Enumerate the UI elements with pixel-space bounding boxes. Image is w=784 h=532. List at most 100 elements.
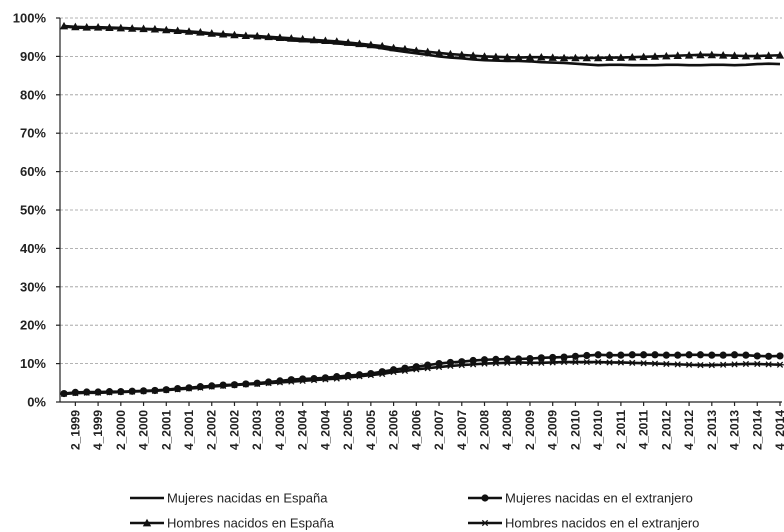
data-point [718, 51, 728, 59]
x-tick-label: 2_2005 [341, 410, 355, 450]
data-point [639, 360, 648, 367]
data-point [287, 378, 296, 385]
y-tick-label: 40% [20, 241, 46, 256]
data-point [298, 377, 307, 384]
data-point [549, 353, 557, 362]
data-point [582, 358, 591, 366]
data-point [719, 361, 727, 368]
data-point [685, 361, 693, 368]
data-point [332, 37, 341, 45]
data-point [764, 361, 773, 368]
x-tick-label: 2_2014 [750, 410, 764, 450]
data-point [559, 53, 569, 62]
data-point [492, 360, 500, 367]
data-point [184, 27, 194, 35]
x-tick-label: 2_2002 [205, 410, 219, 450]
data-point [696, 362, 705, 369]
data-point [400, 44, 410, 53]
data-point [275, 33, 285, 41]
data-point [548, 359, 557, 366]
data-point [287, 34, 296, 42]
data-point [355, 373, 364, 380]
y-axis-ticks: 0% 10% 20% 30% 40% 50% 60% 70% 80% 90% 100% [13, 11, 60, 410]
data-point [730, 351, 739, 359]
data-point [605, 359, 614, 366]
data-point [662, 360, 671, 368]
data-point [139, 388, 148, 395]
x-tick-label: 4_2004 [318, 410, 332, 450]
data-point [71, 390, 80, 397]
data-point [366, 40, 376, 49]
y-tick-label: 60% [20, 164, 46, 179]
data-point [423, 47, 432, 56]
data-point [434, 48, 444, 57]
data-point [321, 376, 330, 383]
data-point [378, 370, 387, 378]
data-point [185, 385, 193, 392]
x-tick-label: 2_2013 [705, 410, 719, 450]
data-point [594, 358, 602, 366]
legend-label: Hombres nacidos en el extranjero [505, 516, 699, 531]
data-point [765, 352, 773, 360]
x-tick-label: 4_2014 [773, 410, 784, 450]
series-1-line [63, 25, 781, 67]
data-point [332, 375, 341, 382]
data-point [446, 49, 455, 58]
data-point [389, 43, 398, 52]
data-point [94, 389, 102, 396]
legend-label: Mujeres nacidas en España [167, 491, 328, 506]
data-point [537, 354, 545, 362]
legend-label: Hombres nacidos en España [167, 516, 335, 531]
data-point [142, 518, 152, 527]
data-point [707, 50, 717, 59]
data-point [162, 25, 171, 34]
data-point [60, 390, 68, 398]
data-point [673, 361, 682, 368]
data-point [571, 352, 580, 360]
data-point [264, 380, 273, 387]
y-tick-label: 90% [20, 49, 46, 64]
data-point [650, 52, 660, 60]
data-point [651, 351, 659, 359]
data-point [117, 388, 125, 396]
data-point [242, 381, 250, 388]
data-point [537, 52, 546, 61]
data-point [321, 36, 330, 45]
y-tick-label: 0% [27, 395, 46, 410]
x-tick-label: 4_2000 [137, 410, 151, 450]
data-point [617, 359, 625, 366]
x-tick-label: 4_2013 [728, 410, 742, 450]
x-tick-label: 2_2007 [432, 410, 446, 450]
data-point [708, 362, 716, 369]
x-tick-label: 2_2001 [159, 410, 173, 450]
series-3 [59, 21, 784, 62]
data-point [605, 53, 614, 61]
data-point [355, 39, 364, 48]
x-tick-label: 4_2005 [364, 410, 378, 450]
x-tick-label: 2_2010 [568, 410, 582, 450]
legend: Mujeres nacidas en España Mujeres nacidas… [130, 491, 699, 531]
data-point [571, 358, 580, 366]
legend-item: Mujeres nacidas en el extranjero [468, 491, 693, 506]
data-point [412, 366, 421, 373]
data-point [662, 351, 670, 359]
data-point [684, 51, 694, 59]
data-point [480, 360, 489, 367]
series-1 [63, 25, 781, 67]
data-point [582, 53, 591, 62]
series-3-line [63, 24, 781, 60]
data-point [605, 351, 614, 359]
data-point [196, 28, 205, 36]
data-point [674, 351, 682, 359]
series-4 [60, 358, 784, 398]
x-tick-label: 2_2006 [387, 410, 401, 450]
data-point [776, 361, 784, 368]
y-tick-label: 100% [13, 11, 47, 26]
data-point [457, 362, 466, 369]
data-point [651, 360, 659, 367]
data-point [219, 382, 227, 389]
data-point [93, 23, 103, 31]
legend-item: Mujeres nacidas en España [130, 491, 328, 506]
data-point [764, 51, 773, 59]
data-point [276, 379, 284, 386]
